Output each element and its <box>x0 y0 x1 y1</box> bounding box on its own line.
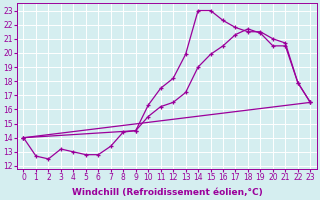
X-axis label: Windchill (Refroidissement éolien,°C): Windchill (Refroidissement éolien,°C) <box>72 188 262 197</box>
